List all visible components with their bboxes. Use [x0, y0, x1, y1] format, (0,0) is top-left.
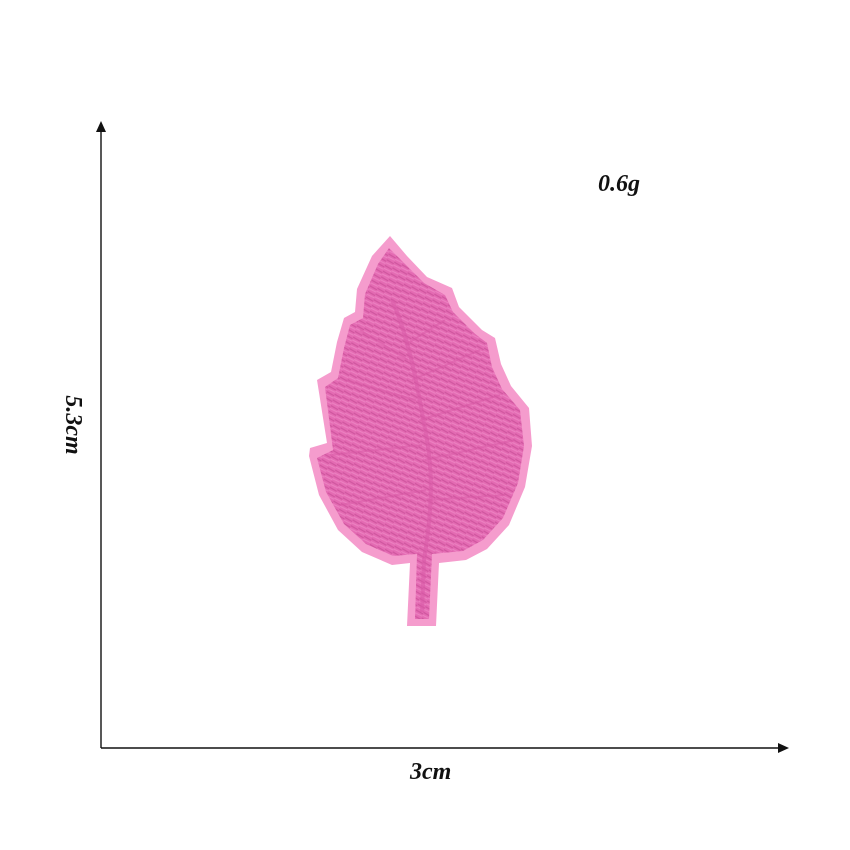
- leaf-side-veins: [329, 319, 516, 506]
- height-dimension-label: 5.3cm: [60, 395, 86, 455]
- leaf-body: [317, 248, 524, 619]
- weight-label: 0.6g: [598, 171, 640, 197]
- vertical-axis-arrow-icon: [96, 121, 106, 132]
- leaf-center-vein: [390, 299, 433, 613]
- width-dimension-label: 3cm: [410, 759, 452, 785]
- leaf-patch-image: [309, 236, 532, 626]
- dimension-axes: [96, 121, 789, 753]
- horizontal-axis-arrow-icon: [778, 743, 789, 753]
